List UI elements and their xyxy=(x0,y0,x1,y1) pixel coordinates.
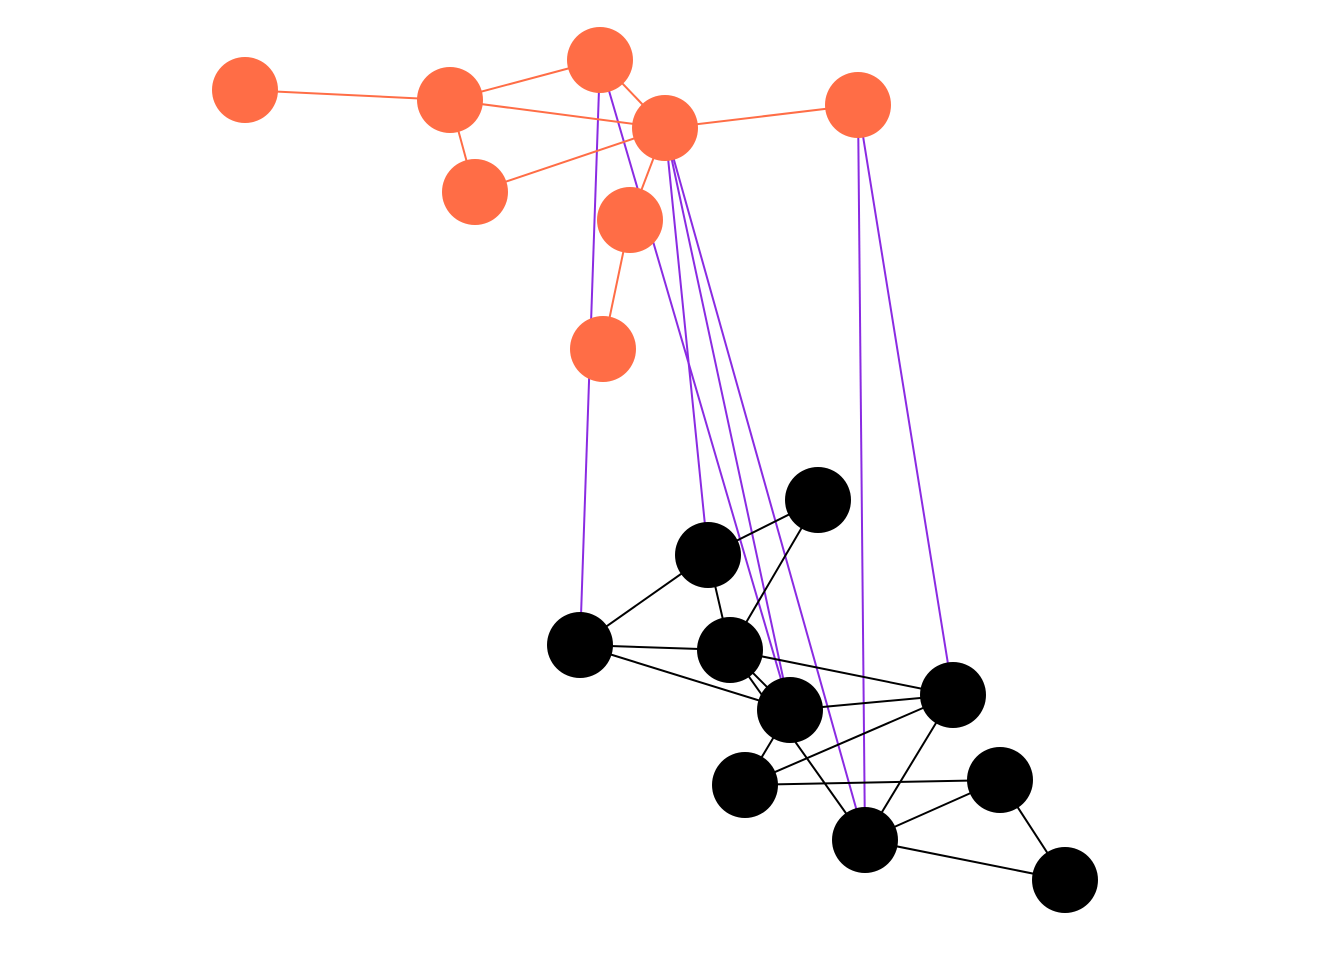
node-b xyxy=(547,612,613,678)
edge-inter xyxy=(600,60,790,710)
network-graph xyxy=(0,0,1344,960)
node-b xyxy=(697,617,763,683)
node-a xyxy=(632,95,698,161)
node-b xyxy=(785,467,851,533)
node-b xyxy=(712,752,778,818)
node-b xyxy=(967,747,1033,813)
node-b xyxy=(757,677,823,743)
node-b xyxy=(920,662,986,728)
edge-inter xyxy=(858,105,953,695)
edge-inter xyxy=(858,105,865,840)
node-b xyxy=(832,807,898,873)
node-a xyxy=(212,57,278,123)
node-b xyxy=(1032,847,1098,913)
node-b xyxy=(675,522,741,588)
edge-intra_b xyxy=(745,780,1000,785)
node-a xyxy=(825,72,891,138)
node-a xyxy=(597,187,663,253)
node-a xyxy=(417,67,483,133)
node-a xyxy=(567,27,633,93)
edge-intra_b xyxy=(730,650,953,695)
node-a xyxy=(442,159,508,225)
edge-inter xyxy=(665,128,708,555)
node-a xyxy=(570,316,636,382)
